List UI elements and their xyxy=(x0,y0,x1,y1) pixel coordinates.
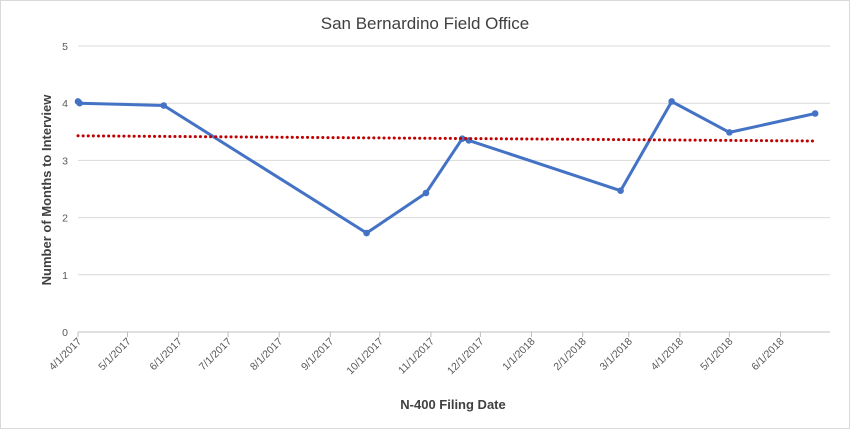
x-tick-label: 9/1/2017 xyxy=(299,336,336,373)
x-tick-label: 8/1/2017 xyxy=(248,336,285,373)
data-point xyxy=(617,187,624,195)
series-line xyxy=(76,100,816,235)
x-tick-label: 3/1/2018 xyxy=(598,336,635,373)
x-tick-labels: 4/1/2017 5/1/2017 6/1/2017 7/1/2017 8/1/2017… xyxy=(47,336,787,378)
data-point xyxy=(726,129,733,136)
chart-title: San Bernardino Field Office xyxy=(321,14,530,33)
x-tick-label: 2/1/2018 xyxy=(551,336,588,373)
data-point xyxy=(422,189,430,197)
y-tick-label: 5 xyxy=(62,41,68,53)
gridlines xyxy=(77,45,830,337)
y-tick-label: 4 xyxy=(62,98,68,110)
x-tick-label: 11/1/2017 xyxy=(396,336,437,377)
x-tick-label: 1/1/2018 xyxy=(500,336,537,373)
y-tick-label: 2 xyxy=(62,213,68,225)
x-tick-label: 6/1/2017 xyxy=(147,336,184,373)
x-tick-label: 7/1/2017 xyxy=(197,336,234,373)
data-point xyxy=(668,98,675,105)
x-tick-label: 10/1/2017 xyxy=(344,336,386,378)
x-tick-label: 4/1/2018 xyxy=(649,336,686,373)
data-point xyxy=(811,110,819,117)
x-tick-label: 6/1/2018 xyxy=(749,336,786,373)
y-tick-labels: 0 1 2 3 4 5 xyxy=(62,41,68,339)
y-tick-label: 3 xyxy=(62,155,68,167)
x-tick-label: 4/1/2017 xyxy=(47,336,84,373)
y-tick-label: 0 xyxy=(62,327,68,339)
data-point xyxy=(160,102,168,109)
x-tick-label: 5/1/2018 xyxy=(698,336,735,373)
series-layer xyxy=(74,98,819,237)
trendline xyxy=(76,134,817,143)
y-axis-title: Number of Months to Interview xyxy=(39,94,54,286)
data-point xyxy=(76,99,83,107)
x-tick-label: 5/1/2017 xyxy=(96,336,133,373)
data-point xyxy=(363,229,370,237)
x-axis-title: N-400 Filing Date xyxy=(400,397,505,412)
x-tick-label: 12/1/2017 xyxy=(445,336,487,378)
y-tick-label: 1 xyxy=(62,270,68,282)
